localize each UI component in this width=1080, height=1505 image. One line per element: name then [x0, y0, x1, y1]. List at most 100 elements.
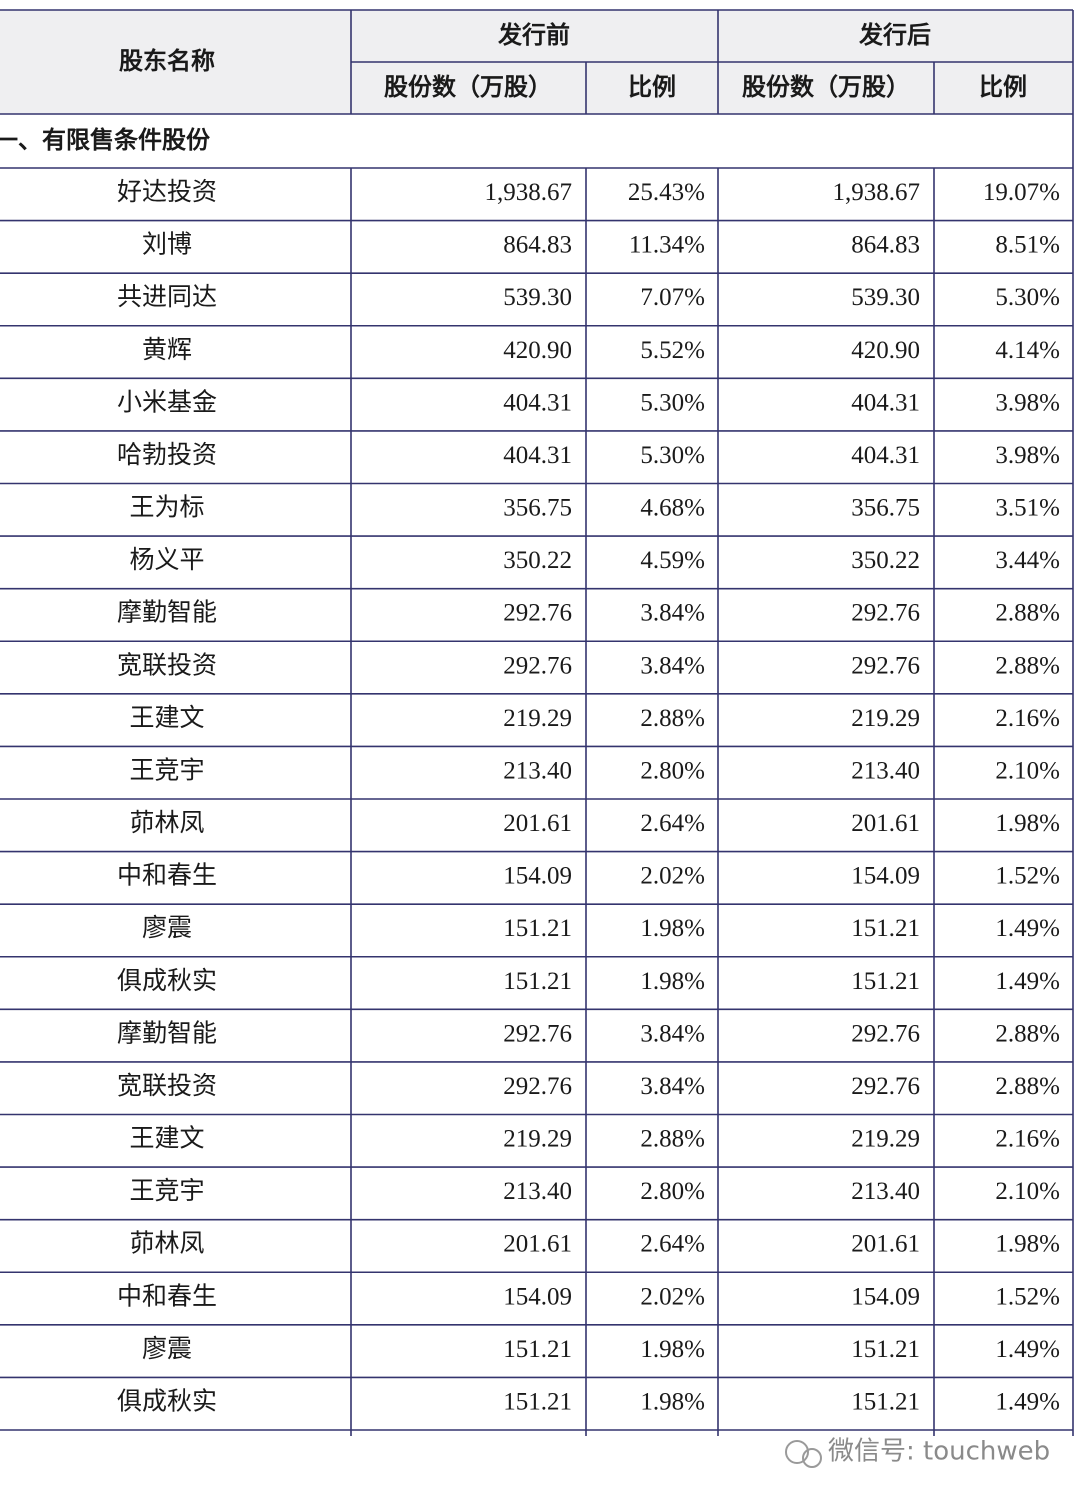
cell-value: 3.84%: [640, 1073, 705, 1100]
cell-value: 219.29: [503, 1126, 572, 1153]
watermark-icon: [785, 1440, 809, 1464]
header-before: 发行前: [497, 21, 570, 49]
shareholder-name: 黄辉: [142, 336, 192, 364]
cell-value: 5.30%: [995, 284, 1060, 311]
cell-value: 350.22: [503, 547, 572, 574]
cell-value: 201.61: [851, 1231, 920, 1258]
cell-value: 11.34%: [629, 232, 705, 259]
cell-value: 2.64%: [640, 810, 705, 837]
shareholder-name: 杨义平: [129, 546, 204, 574]
cell-value: 2.88%: [995, 1020, 1060, 1047]
cell-value: 1.49%: [995, 968, 1060, 995]
cell-value: 3.98%: [995, 442, 1060, 469]
cell-value: 292.76: [503, 600, 572, 627]
cell-value: 2.02%: [640, 863, 705, 890]
cell-value: 154.09: [851, 1283, 920, 1310]
cell-value: 2.02%: [640, 1283, 705, 1310]
shareholder-name: 好达投资: [117, 178, 217, 206]
cell-value: 1.52%: [995, 1283, 1060, 1310]
cell-value: 219.29: [851, 1126, 920, 1153]
cell-value: 1.49%: [995, 1388, 1060, 1415]
cell-value: 864.83: [851, 232, 920, 259]
shareholder-name: 刘博: [142, 231, 192, 259]
cell-value: 3.98%: [995, 389, 1060, 416]
cell-value: 356.75: [851, 495, 920, 522]
cell-value: 404.31: [503, 442, 572, 469]
cell-value: 3.44%: [995, 547, 1060, 574]
cell-value: 4.59%: [640, 547, 705, 574]
section-title: 一、有限售条件股份: [0, 126, 211, 154]
cell-value: 3.84%: [640, 1020, 705, 1047]
shareholder-name: 王为标: [129, 494, 204, 522]
cell-value: 151.21: [503, 1388, 572, 1415]
cell-value: 4.14%: [995, 337, 1060, 364]
cell-value: 350.22: [851, 547, 920, 574]
cell-value: 3.84%: [640, 600, 705, 627]
cell-value: 154.09: [851, 863, 920, 890]
cell-value: 151.21: [851, 915, 920, 942]
cell-value: 1.98%: [640, 1336, 705, 1363]
shareholder-name: 王竞宇: [129, 756, 204, 784]
shareholder-name: 摩勤智能: [117, 599, 217, 627]
cell-value: 1.49%: [995, 915, 1060, 942]
cell-value: 151.21: [851, 968, 920, 995]
header-sub: 股份数（万股）: [742, 73, 910, 101]
shareholder-name: 摩勤智能: [117, 1019, 217, 1047]
shareholder-name: 王竞宇: [129, 1177, 204, 1205]
cell-value: 5.52%: [640, 337, 705, 364]
cell-value: 25.43%: [628, 179, 705, 206]
cell-value: 1,938.67: [833, 179, 921, 206]
header-sub: 股份数（万股）: [384, 73, 552, 101]
shareholder-name: 王建文: [129, 1125, 204, 1153]
shareholder-name: 王建文: [129, 704, 204, 732]
cell-value: 151.21: [851, 1336, 920, 1363]
shareholder-name: 中和春生: [117, 1282, 217, 1310]
header-after: 发行后: [858, 21, 931, 49]
cell-value: 404.31: [851, 442, 920, 469]
cell-value: 420.90: [503, 337, 572, 364]
cell-value: 201.61: [851, 810, 920, 837]
cell-value: 19.07%: [983, 179, 1060, 206]
cell-value: 1.52%: [995, 863, 1060, 890]
cell-value: 2.88%: [995, 652, 1060, 679]
shareholder-name: 哈勃投资: [117, 441, 217, 469]
cell-value: 1,938.67: [485, 179, 573, 206]
cell-value: 292.76: [851, 1073, 920, 1100]
cell-value: 292.76: [503, 1073, 572, 1100]
cell-value: 2.10%: [995, 1178, 1060, 1205]
shareholder-name: 俱成秋实: [117, 1387, 217, 1415]
cell-value: 292.76: [503, 652, 572, 679]
shareholder-name: 共进同达: [117, 283, 217, 311]
cell-value: 5.30%: [640, 442, 705, 469]
cell-value: 3.84%: [640, 652, 705, 679]
cell-value: 2.80%: [640, 757, 705, 784]
shareholder-name: 茆林凤: [129, 809, 204, 837]
cell-value: 1.98%: [995, 810, 1060, 837]
cell-value: 154.09: [503, 863, 572, 890]
watermark-text: 微信号: touchweb: [828, 1437, 1050, 1467]
cell-value: 2.88%: [995, 1073, 1060, 1100]
cell-value: 864.83: [503, 232, 572, 259]
cell-value: 2.80%: [640, 1178, 705, 1205]
cell-value: 2.88%: [995, 600, 1060, 627]
shareholder-name: 茆林凤: [129, 1230, 204, 1258]
cell-value: 1.98%: [640, 915, 705, 942]
shareholder-name: 小米基金: [117, 388, 217, 416]
cell-value: 213.40: [503, 757, 572, 784]
cell-value: 292.76: [851, 1020, 920, 1047]
cell-value: 539.30: [851, 284, 920, 311]
shareholder-name: 中和春生: [117, 862, 217, 890]
cell-value: 219.29: [851, 705, 920, 732]
cell-value: 151.21: [503, 915, 572, 942]
cell-value: 3.51%: [995, 495, 1060, 522]
cell-value: 292.76: [851, 600, 920, 627]
cell-value: 404.31: [851, 389, 920, 416]
cell-value: 2.10%: [995, 757, 1060, 784]
cell-value: 8.51%: [995, 232, 1060, 259]
cell-value: 420.90: [851, 337, 920, 364]
watermark: 微信号: touchweb: [785, 1437, 1050, 1468]
cell-value: 4.68%: [640, 495, 705, 522]
cell-value: 213.40: [851, 1178, 920, 1205]
